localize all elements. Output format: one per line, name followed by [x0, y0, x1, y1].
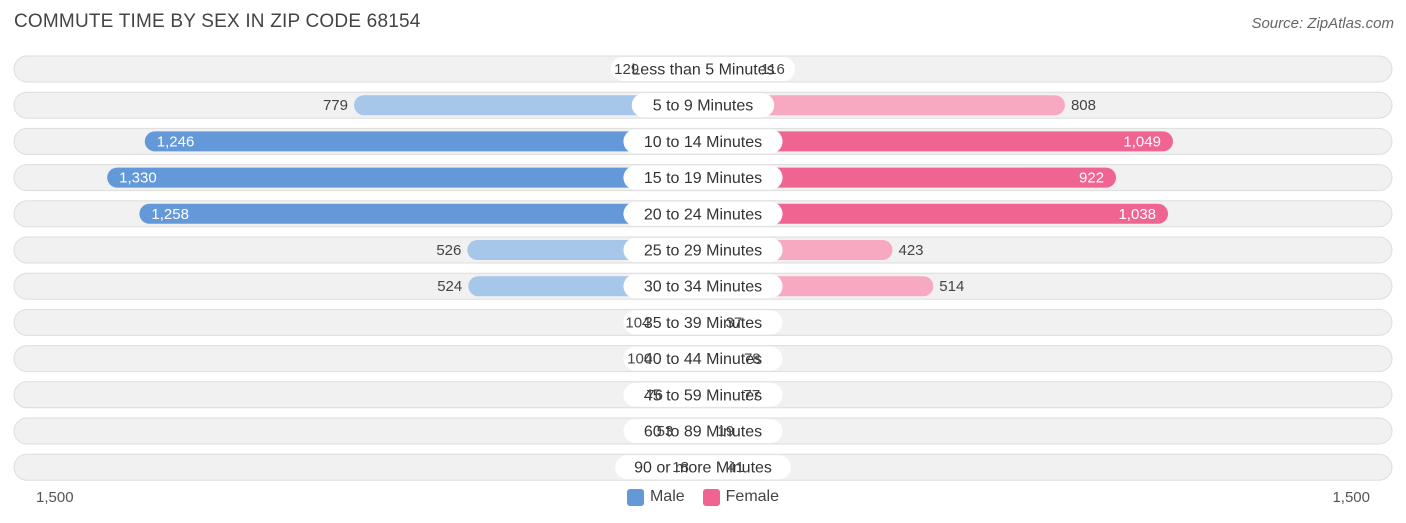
category-label: 15 to 19 Minutes [644, 170, 762, 187]
female-value-label: 1,038 [1118, 206, 1156, 223]
male-value-label: 526 [436, 242, 461, 259]
female-value-label: 1,049 [1123, 133, 1161, 150]
category-label: 30 to 34 Minutes [644, 279, 762, 296]
male-bar [107, 167, 703, 188]
female-bar [703, 131, 1173, 152]
male-value-label: 1,258 [151, 206, 189, 223]
chart-title: COMMUTE TIME BY SEX IN ZIP CODE 68154 [14, 11, 421, 32]
category-label-background [623, 274, 783, 299]
category-label: 40 to 44 Minutes [644, 351, 762, 368]
category-label-background [623, 238, 783, 262]
category-label-background [610, 57, 796, 81]
male-value-label: 76 [646, 387, 663, 404]
female-bar [703, 167, 1117, 188]
male-value-label: 1,246 [157, 133, 195, 150]
legend-label-female: Female [725, 488, 780, 505]
legend-item-male[interactable]: Male [626, 488, 685, 506]
legend-item-female[interactable]: Female [702, 488, 780, 506]
category-label-background [623, 382, 783, 407]
legend-swatch-male [626, 488, 644, 506]
category-label-background [623, 346, 783, 371]
category-label-background [623, 201, 783, 226]
category-label-background [623, 419, 783, 443]
male-bar [139, 203, 703, 224]
category-label-background [631, 93, 775, 118]
female-value-label: 41 [727, 459, 744, 476]
category-label: 10 to 14 Minutes [644, 134, 762, 151]
legend-label-male: Male [649, 488, 685, 505]
category-label: 90 or more Minutes [634, 460, 772, 477]
male-value-label: 104 [625, 314, 650, 331]
category-label: 5 to 9 Minutes [653, 98, 754, 115]
female-value-label: 77 [743, 387, 760, 404]
category-label: 35 to 39 Minutes [644, 315, 762, 332]
category-label-background [615, 455, 791, 480]
male-value-label: 53 [657, 423, 674, 440]
category-label: 25 to 29 Minutes [644, 243, 762, 260]
axis-label-right: 1,500 [1332, 489, 1370, 506]
female-value-label: 116 [761, 61, 785, 78]
female-bar [703, 95, 1065, 116]
female-value-label: 922 [1079, 170, 1104, 187]
female-bar [703, 203, 1169, 224]
male-value-label: 100 [627, 351, 652, 368]
category-label: Less than 5 Minutes [631, 62, 774, 79]
legend: Male Female [0, 488, 1406, 506]
male-value-label: 1,330 [119, 170, 157, 187]
category-label-background [623, 310, 783, 335]
category-label: 45 to 59 Minutes [644, 387, 762, 404]
legend-swatch-female [702, 488, 720, 506]
female-value-label: 808 [1071, 97, 1096, 114]
female-value-label: 19 [718, 423, 735, 440]
male-value-label: 779 [323, 97, 348, 114]
female-value-label: 78 [744, 351, 761, 368]
chart-source: Source: ZipAtlas.com [1251, 15, 1394, 32]
axis-label-left: 1,500 [36, 489, 74, 506]
category-label-background [623, 165, 783, 190]
male-value-label: 18 [672, 459, 689, 476]
male-value-label: 129 [614, 61, 639, 78]
male-value-label: 524 [437, 278, 462, 295]
category-label: 60 to 89 Minutes [644, 424, 762, 441]
female-value-label: 37 [726, 314, 743, 331]
category-label-background [623, 129, 783, 154]
category-label: 20 to 24 Minutes [644, 206, 762, 223]
female-value-label: 514 [939, 278, 964, 295]
female-value-label: 423 [899, 242, 924, 259]
male-bar [144, 131, 704, 152]
male-bar [354, 95, 703, 116]
